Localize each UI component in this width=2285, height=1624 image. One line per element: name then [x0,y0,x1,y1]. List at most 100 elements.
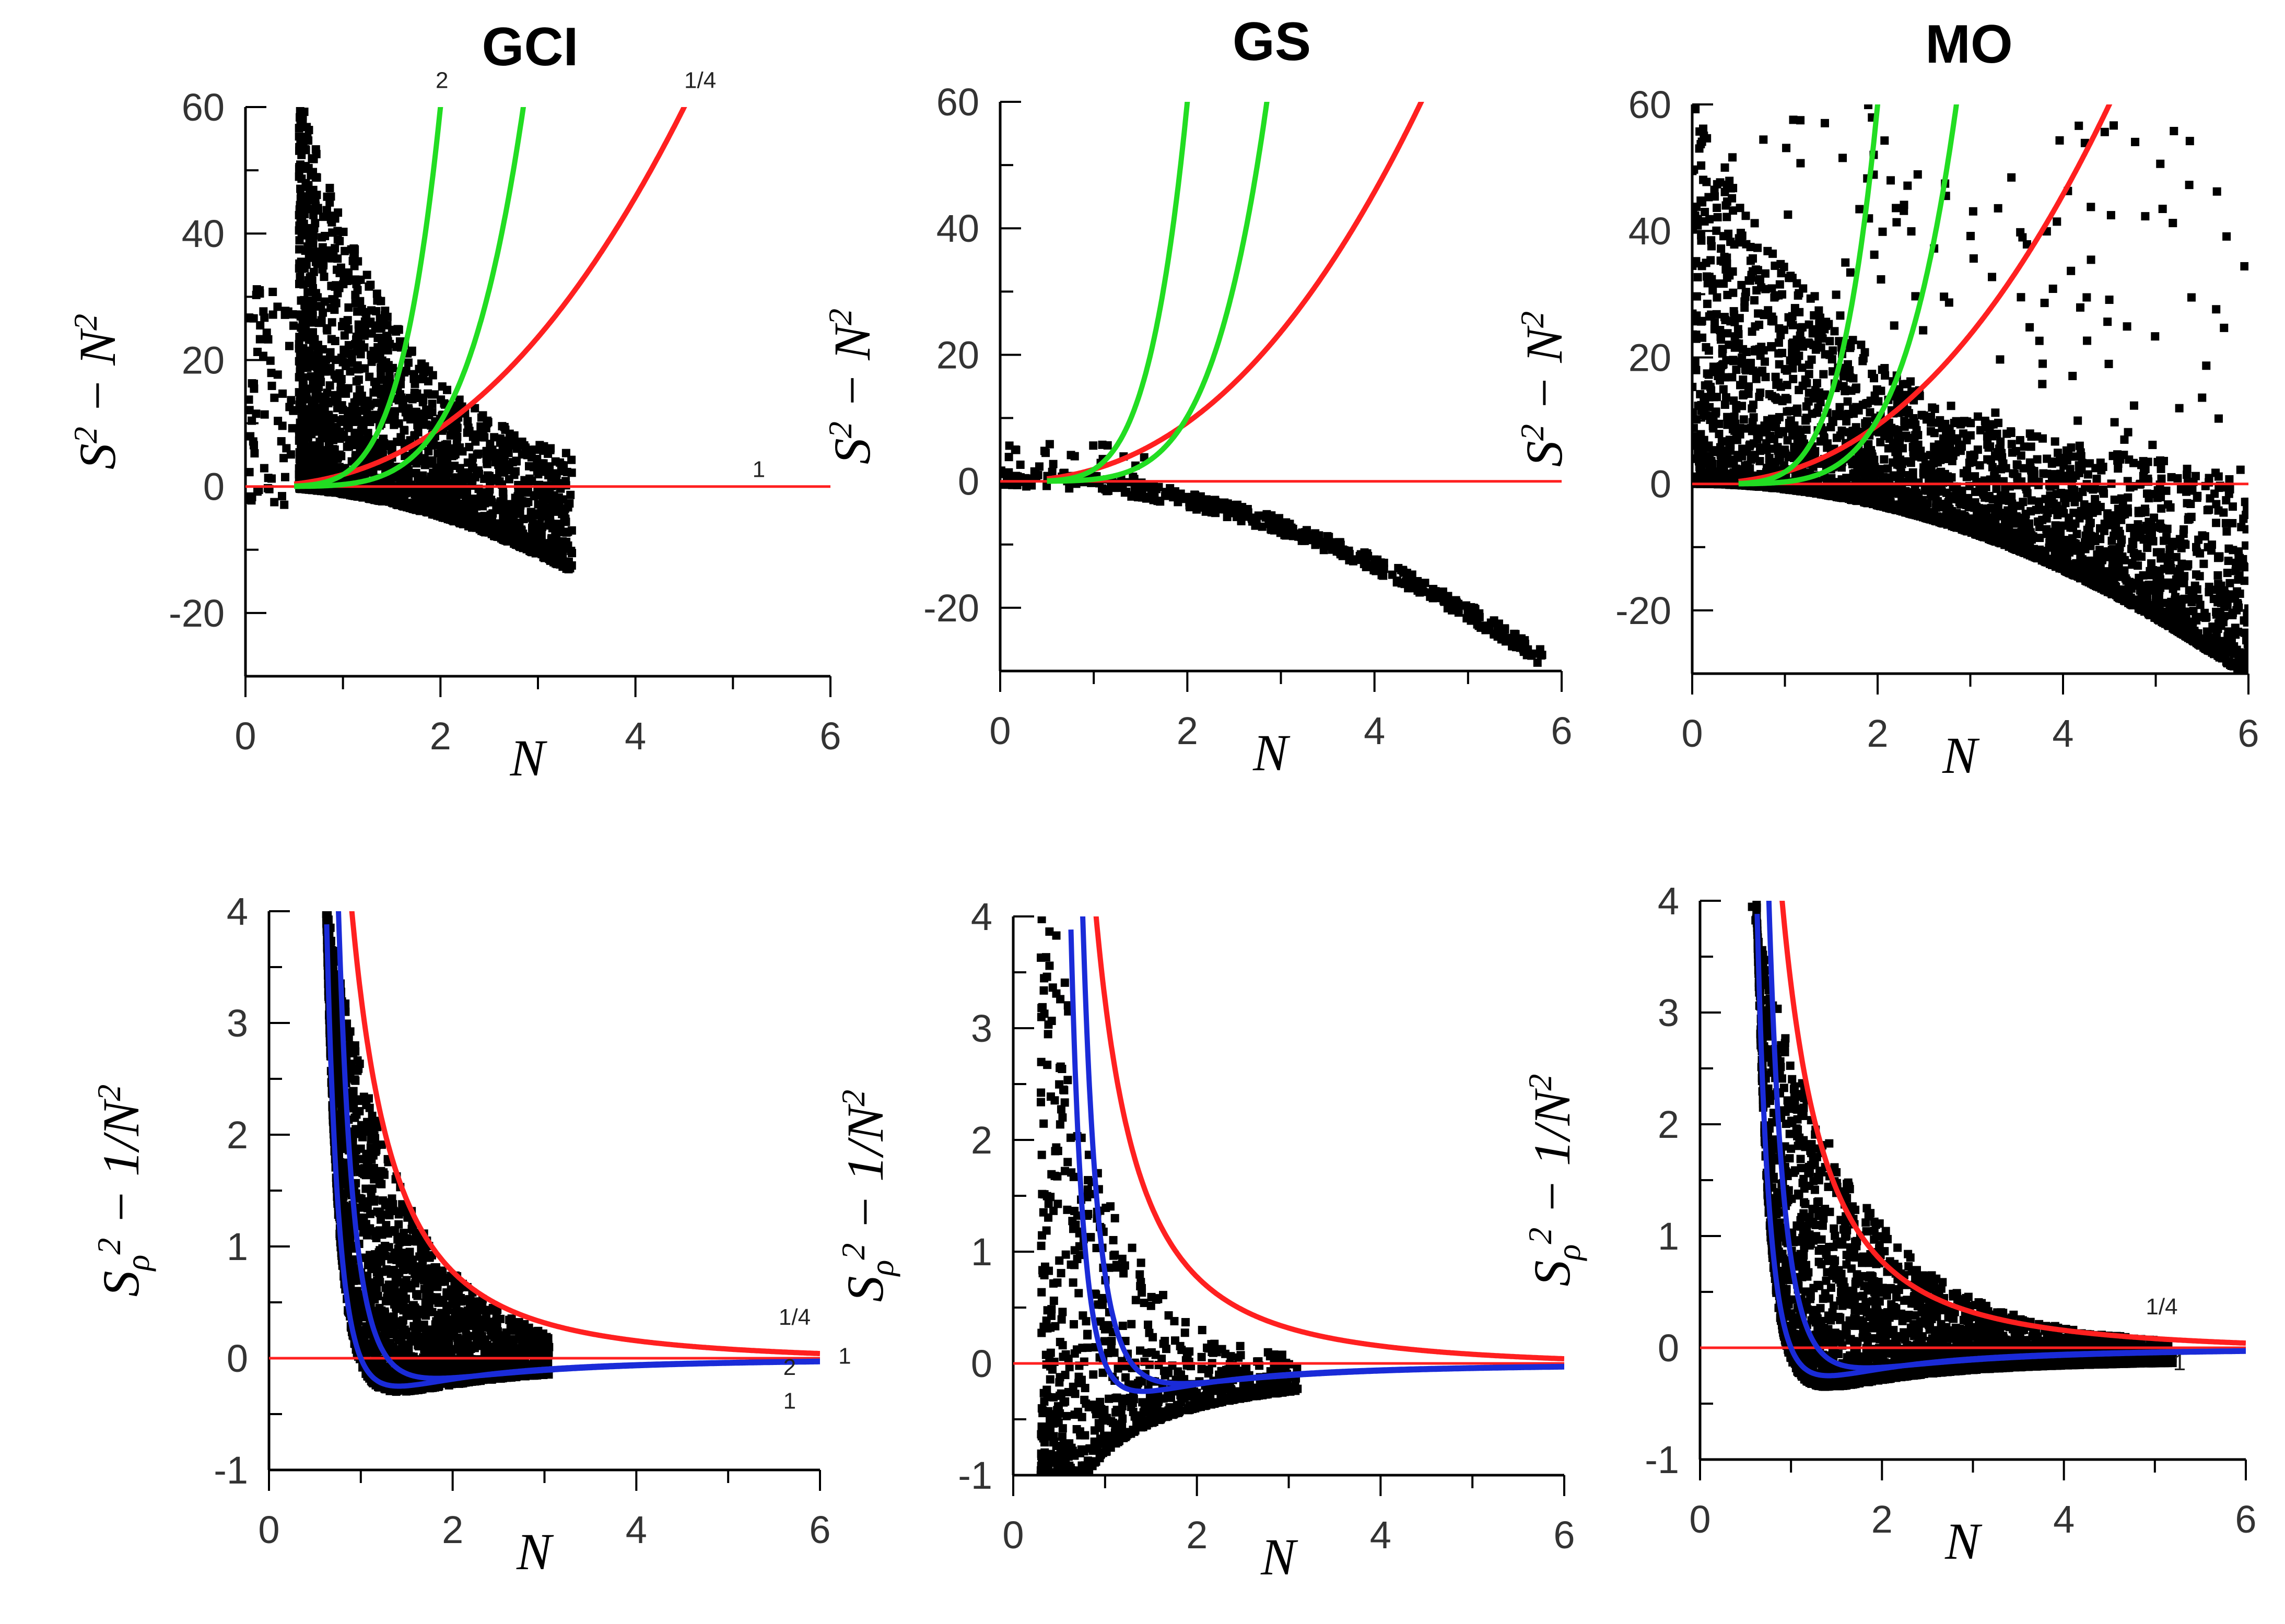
scatter-point [1338,551,1347,560]
scatter-point [437,496,446,504]
scatter-point [360,364,369,373]
scatter-point [285,342,294,350]
scatter-point [400,426,408,434]
scatter-point [1089,441,1098,450]
scatter-point [450,513,459,522]
scatter-point [358,425,367,434]
y-tick-label: 40 [1628,209,1671,253]
scatter-point [2110,496,2119,504]
scatter-point [248,379,256,388]
scatter-point [539,446,548,455]
scatter-point [548,495,557,504]
scatter-point [428,408,437,417]
scatter-point [1692,408,1697,417]
scatter-point [1324,533,1333,542]
scatter-point [1786,356,1795,365]
scatter-series [245,107,577,574]
scatter-point [426,460,435,468]
scatter-point [2157,504,2166,513]
scatter-point [1697,161,1706,170]
scatter-point [1763,246,1772,255]
scatter-point [296,362,304,371]
scatter-point [302,428,311,437]
scatter-point [2025,323,2034,332]
scatter-point [2021,510,2030,519]
scatter-point [338,490,347,499]
scatter-point [1070,452,1079,461]
scatter-point [358,493,367,502]
scatter-point [1919,326,1928,335]
scatter-point [1962,436,1971,444]
scatter-point [1345,556,1354,564]
scatter-point [267,369,276,378]
scatter-point [2224,557,2233,566]
scatter-point [546,444,555,453]
scatter-point [1370,559,1379,568]
scatter-point [1692,454,1697,463]
scatter-point [287,396,296,405]
scatter-point [296,121,305,130]
scatter-point [458,447,467,456]
scatter-point [327,335,336,344]
scatter-point [518,450,526,459]
scatter-point [1692,383,1697,392]
scatter-point [2213,554,2222,562]
scatter-point [1196,492,1205,501]
scatter-point [1737,280,1746,289]
scatter-point [330,487,339,496]
scatter-point [297,114,306,123]
x-tick-label: 2 [1867,712,1888,755]
scatter-point [518,437,526,446]
scatter-point [2059,461,2068,470]
scatter-point [568,549,577,558]
scatter-point [1511,635,1520,644]
scatter-point [1244,508,1252,517]
x-tick-label: 6 [819,714,841,758]
scatter-point [1848,336,1857,345]
scatter-point [1795,385,1803,394]
scatter-point [1732,339,1741,348]
scatter-point [2228,519,2237,527]
y-tick-label: 60 [1628,83,1671,126]
scatter-point [500,453,509,462]
scatter-point [2185,623,2194,632]
scatter-point [1705,273,1714,281]
scatter-point [301,146,310,155]
scatter-point [325,427,334,436]
scatter-point [360,325,369,334]
scatter-point [2114,464,2123,473]
scatter-point [344,303,353,312]
scatter-point [2185,181,2194,190]
scatter-point [1942,488,1951,497]
scatter-point [250,441,259,450]
scatter-point [371,380,380,389]
scatter-point [2224,627,2233,636]
scatter-point [1942,506,1951,515]
scatter-point [273,302,282,311]
scatter-point [393,438,402,446]
scatter-point [1861,452,1870,461]
scatter-point [417,492,426,501]
scatter-point [333,227,342,236]
scatter-point [2213,571,2222,580]
scatter-point [2219,508,2228,517]
scatter-point [1170,487,1179,496]
scatter-point [259,307,268,316]
scatter-point [2148,440,2157,449]
scatter-point [1707,242,1716,251]
scatter-point [468,432,477,441]
scatter-point [393,325,402,334]
scatter-point [1814,333,1823,342]
x-tick-label: 2 [1177,709,1198,752]
scatter-point [1303,536,1312,545]
scatter-point [417,359,426,368]
scatter-point [295,164,303,173]
scatter-point [1712,226,1721,235]
scatter-point [2035,336,2044,345]
scatter-point [2053,217,2061,226]
scatter-point [362,270,371,279]
scatter-point [510,470,519,479]
scatter-point [1248,517,1257,526]
scatter-point [295,344,303,353]
scatter-point [1211,502,1220,511]
